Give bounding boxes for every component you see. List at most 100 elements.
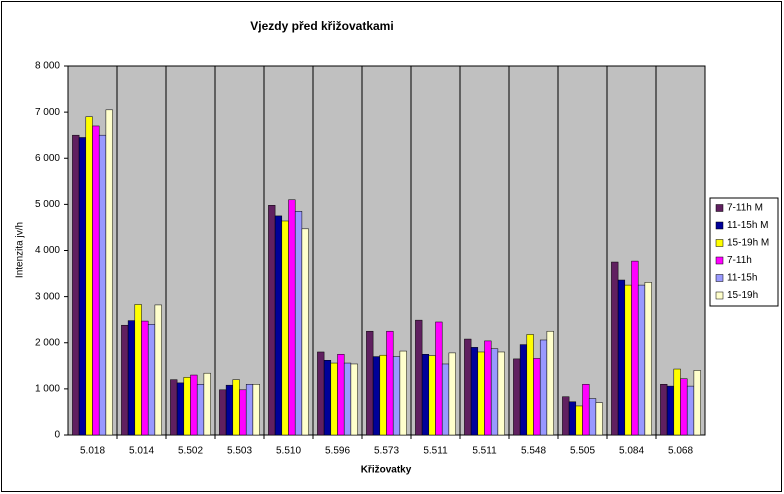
bar (631, 260, 639, 436)
bar (170, 379, 178, 436)
bar (399, 350, 407, 436)
bar (176, 382, 185, 436)
x-tick-label: 5.596 (325, 446, 350, 457)
bar (421, 354, 430, 436)
bar (644, 282, 652, 436)
bar (379, 354, 387, 436)
x-tick-label: 5.511 (423, 446, 448, 457)
bar (519, 344, 528, 436)
bar (105, 109, 113, 436)
y-tick-label: 6 000 (35, 153, 60, 164)
bar (154, 304, 162, 436)
y-tick-label: 7 000 (35, 107, 60, 118)
bar (183, 377, 191, 436)
legend-label: 15-19h (727, 290, 758, 301)
x-tick-label: 5.573 (374, 446, 399, 457)
bar (317, 351, 325, 436)
bar (448, 352, 456, 436)
x-tick-label: 5.084 (619, 446, 644, 457)
legend-swatch (715, 239, 724, 247)
x-tick-label: 5.511 (472, 446, 497, 457)
bar (666, 385, 675, 436)
bar (225, 384, 234, 436)
bar (203, 372, 211, 436)
chart-title: Vjezdy před křižovatkami (250, 19, 393, 33)
bar (637, 284, 646, 436)
bar (575, 405, 583, 436)
x-tick-label: 5.014 (129, 446, 154, 457)
bar (190, 374, 198, 436)
bar (392, 356, 401, 436)
bar (680, 378, 688, 436)
bar (611, 261, 619, 436)
y-tick-label: 1 000 (35, 384, 60, 395)
bar (301, 228, 309, 436)
bar (85, 116, 93, 436)
bar (435, 321, 443, 436)
bar (477, 351, 485, 436)
bar (686, 385, 695, 436)
y-tick-label: 0 (54, 430, 60, 441)
legend-swatch (715, 274, 724, 282)
bar (624, 284, 632, 436)
legend-swatch (715, 221, 724, 230)
bar (98, 134, 107, 436)
bar (562, 396, 570, 436)
y-axis-title: Intenzita jv/h (15, 222, 26, 278)
bar (92, 125, 100, 436)
bar (323, 360, 332, 436)
bar (134, 304, 142, 436)
bar (441, 363, 450, 436)
bar (490, 348, 499, 436)
bar (372, 356, 381, 436)
bar (281, 220, 289, 436)
x-tick-label: 5.018 (80, 446, 105, 457)
y-tick-label: 2 000 (35, 337, 60, 348)
x-tick-label: 5.548 (521, 446, 546, 457)
bar (141, 320, 149, 436)
bar (294, 211, 303, 436)
legend (709, 197, 779, 307)
bar (595, 402, 603, 436)
bar (582, 384, 590, 436)
x-tick-label: 5.510 (276, 446, 301, 457)
x-tick-label: 5.503 (227, 446, 252, 457)
y-tick-label: 4 000 (35, 245, 60, 256)
bar (470, 347, 479, 436)
bar (274, 215, 283, 436)
bar (464, 338, 472, 436)
bar (415, 319, 423, 436)
x-tick-label: 5.502 (178, 446, 203, 457)
bar (343, 362, 352, 436)
bar (588, 398, 597, 436)
legend-label: 7-11h (727, 255, 752, 266)
x-axis-title: Křižovatky (361, 465, 412, 476)
bar (196, 384, 205, 436)
bar (252, 384, 260, 436)
bar (513, 358, 521, 436)
bar (366, 330, 374, 436)
bar (693, 370, 701, 436)
bar (72, 134, 80, 436)
bar (78, 137, 87, 436)
y-tick-label: 5 000 (35, 199, 60, 210)
bar (147, 324, 156, 436)
bar (337, 354, 345, 436)
bar (219, 389, 227, 436)
legend-label: 11-15h M (727, 220, 769, 231)
bar (497, 351, 505, 436)
y-tick-label: 3 000 (35, 291, 60, 302)
bar (330, 362, 338, 436)
bar (232, 379, 240, 436)
bar (568, 401, 577, 436)
bar (546, 330, 554, 436)
bar (386, 330, 394, 436)
legend-label: 7-11h M (727, 203, 763, 214)
legend-swatch (715, 204, 724, 212)
bar (350, 363, 358, 436)
bar (268, 205, 276, 436)
y-tick-label: 8 000 (35, 61, 60, 72)
legend-label: 15-19h M (727, 238, 769, 249)
bar (127, 320, 136, 436)
